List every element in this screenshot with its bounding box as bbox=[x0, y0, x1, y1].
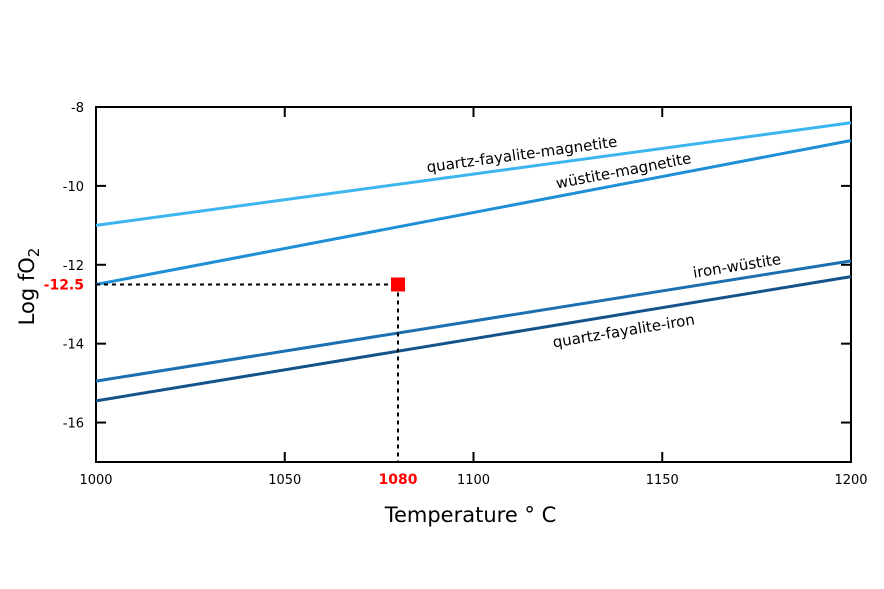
highlight-x-label: 1080 bbox=[379, 472, 418, 488]
highlight-y-label: -12.5 bbox=[44, 278, 84, 294]
y-tick-label: -12 bbox=[63, 259, 84, 274]
y-axis-title-subscript: 2 bbox=[25, 248, 43, 258]
x-tick-label: 1100 bbox=[457, 473, 490, 488]
series-line bbox=[95, 121, 852, 227]
series-label: iron-wüstite bbox=[692, 250, 783, 282]
y-tick-label: -8 bbox=[71, 101, 84, 116]
y-tick-label: -16 bbox=[63, 417, 84, 432]
series-line bbox=[95, 139, 852, 286]
series-line bbox=[95, 259, 852, 383]
highlight-marker bbox=[391, 277, 405, 292]
axis-ticks bbox=[95, 106, 852, 462]
x-tick-label: 1150 bbox=[646, 473, 679, 488]
highlight-group: 1080 -12.5 bbox=[44, 277, 418, 488]
series-label: quartz-fayalite-iron bbox=[551, 310, 696, 351]
y-axis-title-main: Log fO bbox=[15, 257, 39, 325]
y-axis-title: Log fO2 bbox=[15, 248, 43, 326]
x-tick-label: 1000 bbox=[79, 473, 112, 488]
series-line bbox=[95, 275, 852, 403]
y-tick-label: -10 bbox=[63, 180, 84, 195]
x-tick-label: 1050 bbox=[268, 473, 301, 488]
y-tick-label: -14 bbox=[63, 338, 84, 353]
tick-labels: 1000 1050 1100 1150 1200 -8 -10 -12 -14 -16 bbox=[63, 101, 868, 488]
x-axis-title: Temperature ° C bbox=[384, 503, 557, 527]
series-lines bbox=[95, 121, 852, 403]
x-tick-label: 1200 bbox=[834, 473, 867, 488]
